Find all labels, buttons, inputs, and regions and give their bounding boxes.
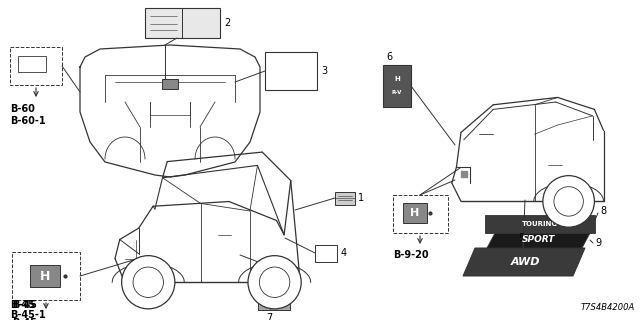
Bar: [265, 52, 317, 90]
Text: B-60-1: B-60-1: [10, 116, 45, 126]
Text: AWD: AWD: [510, 257, 540, 267]
Circle shape: [122, 256, 175, 309]
Text: 6: 6: [386, 52, 392, 62]
Text: 5: 5: [518, 233, 524, 243]
Text: 4: 4: [341, 248, 347, 258]
Text: B-45: B-45: [12, 300, 37, 310]
Circle shape: [554, 187, 584, 216]
Text: B-60: B-60: [10, 104, 35, 114]
Circle shape: [543, 176, 595, 227]
Text: 8: 8: [600, 206, 606, 216]
Text: T7S4B4200A: T7S4B4200A: [580, 303, 635, 312]
Text: 1: 1: [358, 193, 364, 203]
Bar: [383, 65, 411, 107]
Bar: [403, 203, 427, 223]
Polygon shape: [487, 233, 590, 248]
Text: B-45: B-45: [10, 300, 35, 310]
Bar: [485, 215, 595, 233]
Circle shape: [133, 267, 163, 298]
Text: B-45-1: B-45-1: [10, 310, 45, 320]
Text: B-9-20: B-9-20: [393, 250, 429, 260]
Text: H: H: [40, 269, 50, 283]
Bar: [315, 245, 337, 262]
Bar: [393, 195, 448, 233]
Text: H: H: [394, 76, 400, 82]
Bar: [162, 79, 178, 89]
Text: 9: 9: [595, 238, 601, 248]
Bar: [335, 192, 355, 205]
Bar: [258, 268, 290, 310]
Text: R-V: R-V: [392, 91, 402, 95]
Polygon shape: [463, 248, 585, 276]
Circle shape: [259, 267, 290, 298]
Bar: [18, 56, 46, 72]
Bar: [12, 252, 80, 300]
Text: H: H: [410, 208, 420, 218]
Text: 7: 7: [266, 313, 272, 320]
Text: 3: 3: [321, 66, 327, 76]
Text: B-45: B-45: [12, 318, 37, 320]
Bar: [145, 8, 220, 38]
Text: TOURING: TOURING: [522, 221, 558, 227]
Bar: [30, 265, 60, 287]
Bar: [10, 47, 62, 85]
Text: SPORT: SPORT: [522, 236, 556, 244]
Circle shape: [248, 256, 301, 309]
Text: 2: 2: [224, 18, 230, 28]
